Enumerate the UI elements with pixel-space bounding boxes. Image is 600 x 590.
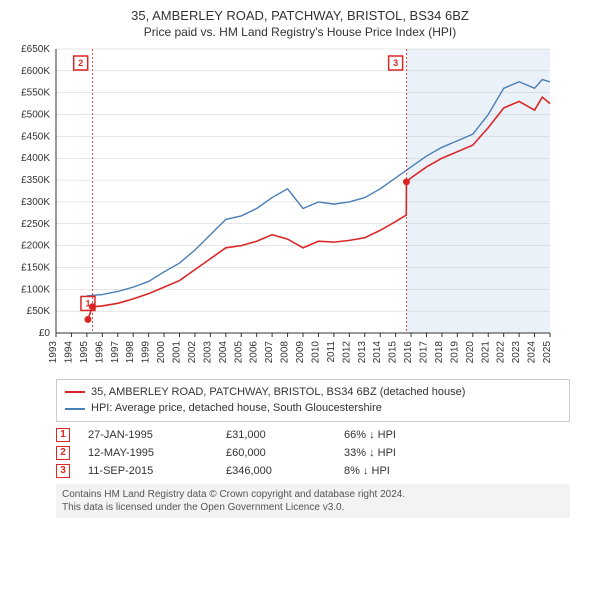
svg-text:£650K: £650K xyxy=(21,44,50,55)
svg-text:£200K: £200K xyxy=(21,241,50,252)
event-marker: 3 xyxy=(56,464,70,478)
event-row: 1 27-JAN-1995 £31,000 66% ↓ HPI xyxy=(56,426,570,444)
svg-text:£400K: £400K xyxy=(21,153,50,164)
svg-text:2001: 2001 xyxy=(172,340,183,363)
svg-text:2013: 2013 xyxy=(357,340,368,363)
event-price: £31,000 xyxy=(226,429,326,441)
svg-text:2021: 2021 xyxy=(480,340,491,363)
svg-text:2003: 2003 xyxy=(202,340,213,363)
svg-text:2022: 2022 xyxy=(496,340,507,363)
svg-text:£500K: £500K xyxy=(21,109,50,120)
event-row: 3 11-SEP-2015 £346,000 8% ↓ HPI xyxy=(56,462,570,480)
event-price: £346,000 xyxy=(226,465,326,477)
svg-text:1999: 1999 xyxy=(141,340,152,363)
svg-text:2015: 2015 xyxy=(388,340,399,363)
chart-area: £0 £50K £100K £150K £200K £250K £300K £350K £400… xyxy=(0,43,600,373)
svg-text:2011: 2011 xyxy=(326,340,337,362)
svg-text:2005: 2005 xyxy=(233,340,244,363)
svg-text:£250K: £250K xyxy=(21,219,50,230)
legend-item-price-paid: 35, AMBERLEY ROAD, PATCHWAY, BRISTOL, BS… xyxy=(65,384,561,401)
chart-subtitle: Price paid vs. HM Land Registry's House … xyxy=(0,25,600,43)
svg-text:£350K: £350K xyxy=(21,175,50,186)
event-diff: 66% ↓ HPI xyxy=(344,429,396,441)
svg-text:1995: 1995 xyxy=(79,340,90,363)
event-date: 12-MAY-1995 xyxy=(88,447,208,459)
svg-text:2: 2 xyxy=(78,58,83,68)
event-diff: 8% ↓ HPI xyxy=(344,465,390,477)
svg-text:2002: 2002 xyxy=(187,340,198,363)
svg-text:2018: 2018 xyxy=(434,340,445,363)
svg-text:1994: 1994 xyxy=(63,340,74,363)
chart-title: 35, AMBERLEY ROAD, PATCHWAY, BRISTOL, BS… xyxy=(0,0,600,25)
svg-text:£600K: £600K xyxy=(21,66,50,77)
legend-label: 35, AMBERLEY ROAD, PATCHWAY, BRISTOL, BS… xyxy=(91,384,465,401)
svg-text:2009: 2009 xyxy=(295,340,306,363)
svg-text:£550K: £550K xyxy=(21,88,50,99)
svg-text:2010: 2010 xyxy=(310,340,321,363)
svg-text:2017: 2017 xyxy=(419,340,430,363)
license-line: Contains HM Land Registry data © Crown c… xyxy=(62,488,564,501)
event-marker: 2 xyxy=(56,446,70,460)
event-date: 11-SEP-2015 xyxy=(88,465,208,477)
svg-text:£100K: £100K xyxy=(21,284,50,295)
svg-text:3: 3 xyxy=(393,58,398,68)
svg-text:2006: 2006 xyxy=(249,340,260,363)
legend-item-hpi: HPI: Average price, detached house, Sout… xyxy=(65,400,561,417)
svg-text:2008: 2008 xyxy=(280,340,291,363)
license-line: This data is licensed under the Open Gov… xyxy=(62,501,564,514)
event-diff: 33% ↓ HPI xyxy=(344,447,396,459)
legend-swatch xyxy=(65,408,85,410)
svg-text:£0: £0 xyxy=(39,328,51,339)
line-chart: £0 £50K £100K £150K £200K £250K £300K £350K £400… xyxy=(0,43,560,373)
svg-text:£50K: £50K xyxy=(27,306,51,317)
legend: 35, AMBERLEY ROAD, PATCHWAY, BRISTOL, BS… xyxy=(56,379,570,422)
event-table: 1 27-JAN-1995 £31,000 66% ↓ HPI 2 12-MAY… xyxy=(56,426,570,480)
svg-text:£150K: £150K xyxy=(21,262,50,273)
svg-text:1998: 1998 xyxy=(125,340,136,363)
svg-text:2024: 2024 xyxy=(527,340,538,363)
svg-text:2023: 2023 xyxy=(511,340,522,363)
svg-text:2019: 2019 xyxy=(449,340,460,363)
event-marker: 1 xyxy=(56,428,70,442)
event-row: 2 12-MAY-1995 £60,000 33% ↓ HPI xyxy=(56,444,570,462)
svg-text:2007: 2007 xyxy=(264,340,275,363)
svg-text:1993: 1993 xyxy=(48,340,59,363)
event-price: £60,000 xyxy=(226,447,326,459)
svg-text:2020: 2020 xyxy=(465,340,476,363)
svg-text:£450K: £450K xyxy=(21,131,50,142)
chart-container: { "title_line1": "35, AMBERLEY ROAD, PAT… xyxy=(0,0,600,590)
legend-label: HPI: Average price, detached house, Sout… xyxy=(91,400,382,417)
svg-text:2012: 2012 xyxy=(341,340,352,363)
license-notice: Contains HM Land Registry data © Crown c… xyxy=(56,484,570,518)
svg-text:2004: 2004 xyxy=(218,340,229,363)
svg-text:1996: 1996 xyxy=(94,340,105,363)
svg-text:2016: 2016 xyxy=(403,340,414,363)
svg-text:2000: 2000 xyxy=(156,340,167,363)
svg-text:2014: 2014 xyxy=(372,340,383,363)
svg-text:1997: 1997 xyxy=(110,340,121,363)
svg-text:£300K: £300K xyxy=(21,197,50,208)
event-date: 27-JAN-1995 xyxy=(88,429,208,441)
legend-swatch xyxy=(65,391,85,393)
svg-text:2025: 2025 xyxy=(542,340,553,363)
